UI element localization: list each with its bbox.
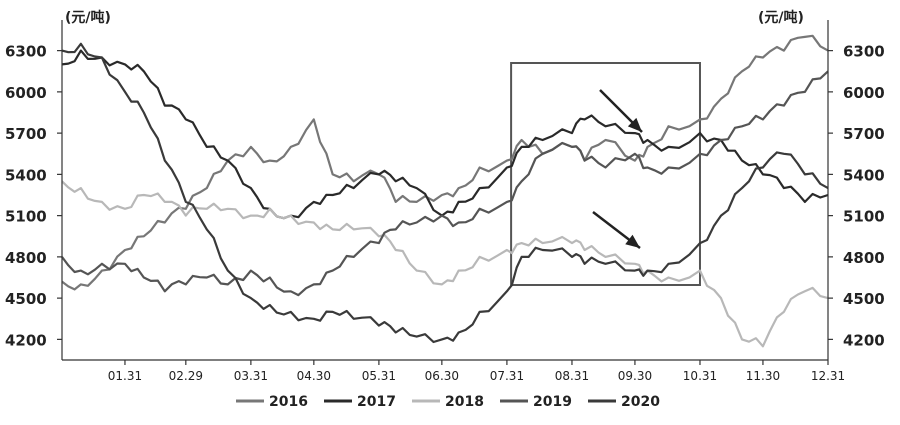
legend-label-2020: 2020: [621, 394, 660, 410]
series-line-2018: [61, 180, 829, 348]
right-y-tick-label: 4800: [843, 249, 885, 267]
left-y-tick-label: 5700: [5, 125, 47, 143]
arrow-lower-icon: [592, 211, 641, 249]
right-y-tick-label: 5400: [843, 166, 885, 184]
series-line-2020: [61, 42, 829, 344]
x-tick-label: 07.31: [490, 369, 524, 383]
x-tick-label: 01.31: [108, 369, 142, 383]
axes-layer: (元/吨) (元/吨): [61, 9, 829, 361]
left-y-tick-label: 5100: [5, 208, 47, 226]
left-y-tick-label: 4200: [5, 331, 47, 349]
x-tick-label: 08.31: [555, 369, 589, 383]
series-line-2016: [61, 34, 829, 291]
x-tick-label: 12.31: [811, 369, 845, 383]
legend: 2016 2017 2018 2019 2020: [236, 394, 660, 410]
x-tick-label: 06.30: [425, 369, 459, 383]
x-tick-label: 04.30: [297, 369, 331, 383]
right-y-tick-label: 5100: [843, 208, 885, 226]
legend-label-2017: 2017: [357, 394, 396, 410]
x-tick-label: 02.29: [169, 369, 203, 383]
legend-label-2016: 2016: [269, 394, 308, 410]
x-tick-label: 10.31: [683, 369, 717, 383]
x-tick-label: 03.31: [234, 369, 268, 383]
right-y-tick-label: 6300: [843, 43, 885, 61]
ticks-layer: 4200 4200 4500 4500 4800 4800 5100 5100 5400 5400…: [5, 43, 885, 383]
right-y-tick-label: 4200: [843, 331, 885, 349]
annotation-arrows: [592, 89, 643, 249]
highlight-layer: [510, 62, 701, 286]
left-y-tick-label: 5400: [5, 166, 47, 184]
x-tick-label: 09.30: [618, 369, 652, 383]
series-line-2019: [61, 70, 829, 297]
highlight-box: [510, 62, 701, 286]
right-y-tick-label: 4500: [843, 290, 885, 308]
left-y-tick-label: 4500: [5, 290, 47, 308]
right-y-tick-label: 5700: [843, 125, 885, 143]
left-y-tick-label: 6300: [5, 43, 47, 61]
arrow-upper-icon: [599, 89, 643, 133]
x-tick-label: 11.30: [746, 369, 780, 383]
left-y-tick-label: 4800: [5, 249, 47, 267]
legend-label-2019: 2019: [533, 394, 572, 410]
left-unit-label: (元/吨): [65, 9, 111, 26]
x-tick-label: 05.31: [362, 369, 396, 383]
left-y-tick-label: 6000: [5, 84, 47, 102]
legend-label-2018: 2018: [445, 394, 484, 410]
right-unit-label: (元/吨): [758, 9, 804, 26]
right-y-tick-label: 6000: [843, 84, 885, 102]
series-layer: [61, 34, 829, 348]
